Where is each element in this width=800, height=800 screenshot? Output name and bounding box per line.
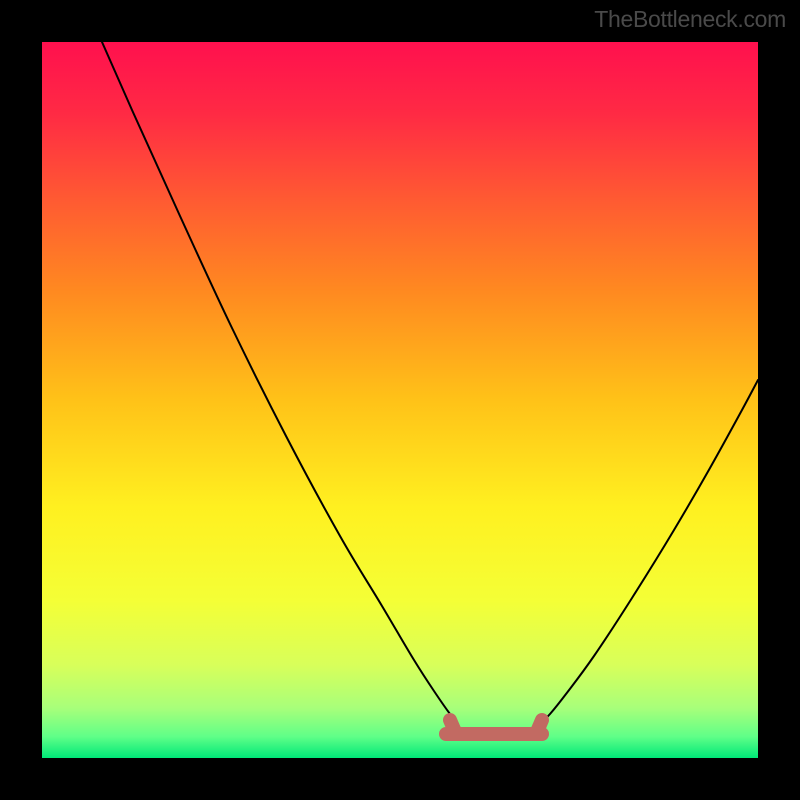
watermark-text: TheBottleneck.com [594,6,786,33]
chart-container: TheBottleneck.com [0,0,800,800]
right-curve [540,380,758,724]
valley-band [446,720,542,734]
plot-area [42,42,758,758]
left-curve [102,42,458,724]
curve-layer [42,42,758,758]
